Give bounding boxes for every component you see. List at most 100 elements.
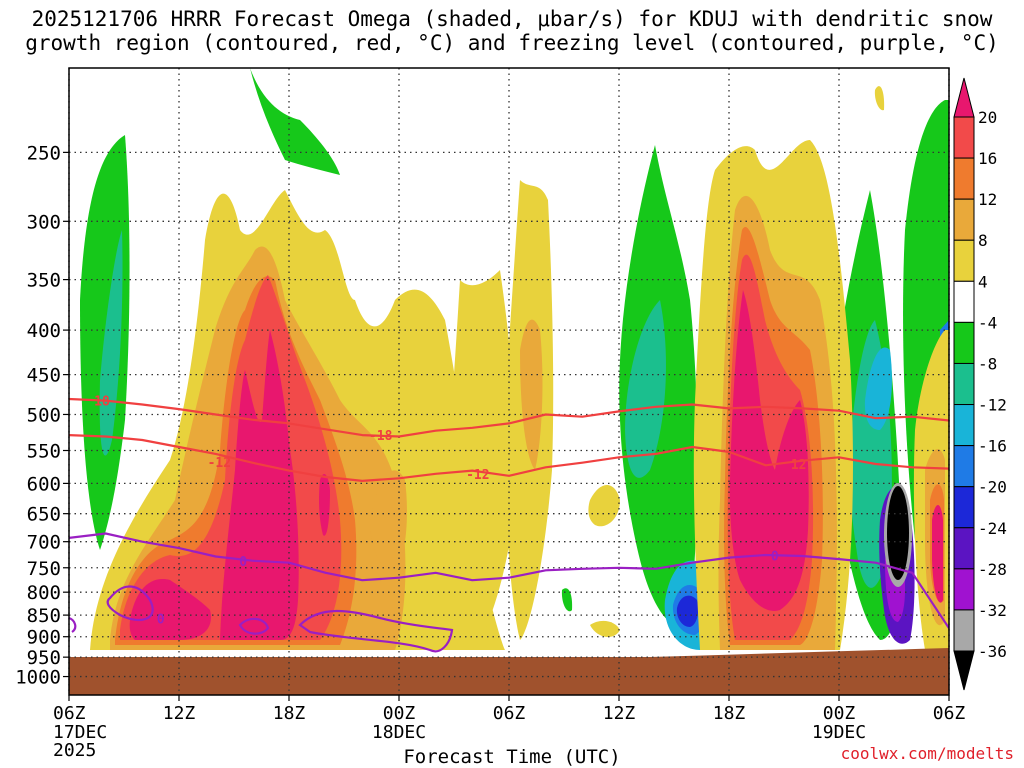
x-axis-title: Forecast Time (UTC)	[403, 746, 621, 768]
contour-line-0	[69, 397, 949, 438]
omega-teal-region	[625, 300, 666, 478]
grid-lines	[68, 68, 950, 695]
y-tick-label: 550	[27, 441, 61, 463]
omega-yellow-region	[440, 270, 515, 650]
colorbar-label: -16	[978, 437, 1007, 456]
colorbar-label: -24	[978, 519, 1007, 538]
omega-magenta-region	[932, 505, 943, 603]
x-date-label: 19DEC	[812, 722, 866, 743]
omega-yellow-region	[874, 86, 885, 111]
freezing-level-loop	[238, 617, 270, 635]
y-tick-label: 500	[27, 404, 61, 426]
contour-line-2	[69, 532, 949, 629]
chart-title-line-2: growth region (contoured, red, °C) and f…	[25, 31, 999, 55]
y-tick-label: 450	[27, 365, 61, 387]
contour-label: -12	[466, 468, 489, 483]
colorbar-swatch	[953, 362, 975, 406]
colorbar-swatch	[953, 280, 975, 323]
y-tick-label: 950	[27, 647, 61, 669]
colorbar-label: 8	[978, 231, 988, 250]
y-tick-label: 750	[27, 558, 61, 580]
colorbar-swatch	[953, 239, 975, 282]
y-tick-label: 900	[27, 627, 61, 649]
colorbar-swatch	[953, 486, 975, 529]
x-date-label: 17DEC	[53, 722, 107, 743]
omega-green-region	[250, 68, 340, 175]
omega-yellow-region	[588, 485, 620, 527]
colorbar-label: 4	[978, 272, 988, 291]
x-tick-label: 06Z	[53, 703, 86, 724]
contour-label: -18	[369, 429, 393, 444]
colorbar-label: -20	[978, 478, 1007, 497]
colorbar-swatch	[953, 527, 975, 570]
omega-lightblue-region	[864, 347, 892, 430]
y-tick-label: 850	[27, 605, 61, 627]
colorbar-label: -28	[978, 560, 1007, 579]
contour-label: 0	[771, 549, 779, 564]
x-year-label: 2025	[53, 740, 96, 761]
x-tick-label: 18Z	[713, 703, 746, 724]
colorbar-label: -36	[978, 642, 1007, 661]
y-tick-label: 1000	[15, 667, 61, 689]
colorbar-label: -4	[978, 313, 997, 332]
colorbar-swatch	[953, 609, 975, 652]
colorbar-swatch	[953, 157, 975, 200]
contour-label: -12	[208, 456, 231, 471]
contour-line-1	[69, 434, 949, 482]
x-tick-label: 06Z	[493, 703, 526, 724]
x-tick-label: 00Z	[823, 703, 856, 724]
chart-title-line-1: 2025121706 HRRR Forecast Omega (shaded, …	[31, 7, 993, 31]
omega-lightorange-region	[370, 470, 407, 570]
freezing-level-loop	[106, 585, 154, 622]
y-tick-label: 300	[27, 211, 61, 233]
colorbar-label: 20	[978, 108, 997, 127]
x-tick-label: 18Z	[273, 703, 306, 724]
colorbar-bottom-triangle	[953, 650, 975, 691]
omega-darkblue-region	[676, 595, 699, 627]
contour-label: 18	[94, 395, 110, 410]
y-tick-label: 600	[27, 473, 61, 495]
colorbar-swatch	[953, 321, 975, 364]
x-tick-label: 06Z	[933, 703, 966, 724]
y-axis: 2503003504004505005506006507007508008509…	[15, 142, 69, 689]
x-tick-label: 12Z	[603, 703, 636, 724]
contour-lines	[69, 397, 949, 653]
colorbar-swatch	[953, 445, 975, 488]
colorbar-swatch	[953, 116, 975, 159]
omega-lightorange-region	[520, 319, 543, 470]
colorbar-swatch	[953, 404, 975, 447]
colorbar-swatch	[953, 198, 975, 241]
y-tick-label: 700	[27, 532, 61, 554]
colorbar-label: -8	[978, 354, 997, 373]
omega-magenta-region	[319, 474, 330, 536]
omega-teal-region	[99, 230, 123, 456]
colorbar-label: -32	[978, 601, 1007, 620]
colorbar-top-triangle	[953, 77, 975, 118]
y-tick-label: 800	[27, 582, 61, 604]
contour-labels: 18 -18 -12 -12 12 0 0 0	[94, 395, 807, 628]
colorbar-label: 16	[978, 149, 997, 168]
colorbar-label: 12	[978, 190, 997, 209]
omega-green-region	[561, 588, 573, 612]
x-tick-label: 12Z	[163, 703, 196, 724]
x-tick-label: 00Z	[383, 703, 416, 724]
colorbar-label: -12	[978, 396, 1007, 415]
credit-text: coolwx.com/modelts	[840, 744, 1014, 763]
omega-magenta-region	[729, 290, 809, 611]
x-date-label: 18DEC	[372, 722, 426, 743]
omega-magenta-region	[129, 579, 211, 640]
freezing-level-loop	[298, 609, 454, 653]
y-tick-label: 650	[27, 504, 61, 526]
colorbar: 20 16 12 8 4 -4 -8 -12 -16 -20 -24 -28 -32 -36	[953, 77, 1007, 691]
y-tick-label: 400	[27, 320, 61, 342]
contour-label: 12	[791, 458, 807, 473]
omega-black-region	[887, 486, 909, 580]
freezing-level-loop	[69, 616, 77, 633]
y-tick-label: 350	[27, 270, 61, 292]
colorbar-swatch	[953, 568, 975, 611]
omega-yellow-region	[590, 620, 620, 637]
contour-label: 0	[157, 613, 165, 628]
contour-label: 0	[239, 555, 247, 570]
